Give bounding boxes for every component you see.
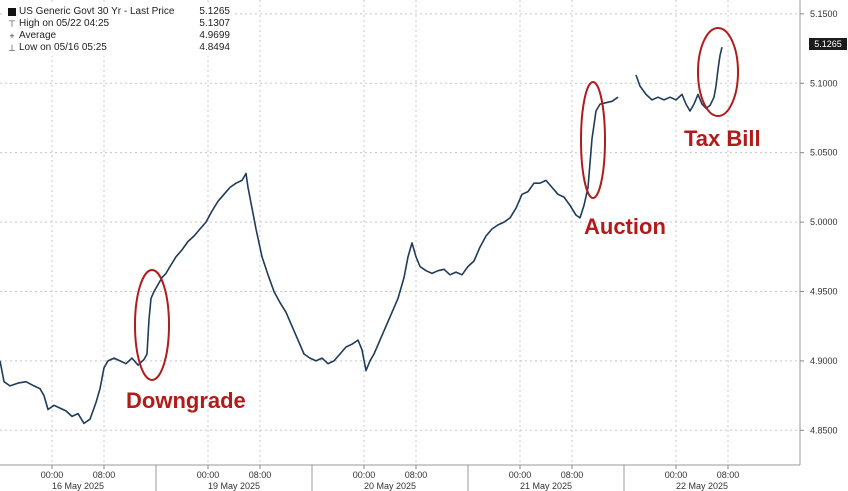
x-tick-label: 08:00 [405, 470, 428, 480]
y-axis: 4.8500 4.9000 4.9500 5.0000 5.0500 5.1000 5.15… [800, 9, 838, 435]
annotation-auction: Auction [584, 214, 666, 239]
y-tick-label: 4.9000 [810, 356, 838, 366]
yield-series [0, 47, 723, 425]
legend: US Generic Govt 30 Yr - Last Price 5.126… [4, 4, 234, 56]
legend-low-label: Low on 05/16 05:25 [19, 42, 107, 53]
x-tick-label: 00:00 [353, 470, 376, 480]
downgrade-oval [134, 269, 170, 381]
day-label: 20 May 2025 [364, 481, 416, 491]
day-label: 19 May 2025 [208, 481, 260, 491]
y-tick-label: 4.8500 [810, 425, 838, 435]
legend-average-value: 4.9699 [199, 30, 230, 41]
day-label: 22 May 2025 [676, 481, 728, 491]
legend-high-value: 5.1307 [199, 18, 230, 29]
gridlines [0, 0, 800, 465]
x-tick-label: 08:00 [93, 470, 116, 480]
plot-background [0, 0, 800, 465]
annotation-ovals [134, 27, 739, 381]
x-axis: 00:00 08:00 00:00 08:00 00:00 08:00 00:00 08:00… [41, 465, 740, 491]
x-tick-label: 00:00 [509, 470, 532, 480]
x-tick-label: 08:00 [717, 470, 740, 480]
x-tick-label: 00:00 [41, 470, 64, 480]
day-label: 21 May 2025 [520, 481, 572, 491]
legend-title: US Generic Govt 30 Yr - Last Price [19, 6, 175, 17]
y-tick-label: 4.9500 [810, 286, 838, 296]
legend-title-value: 5.1265 [199, 6, 230, 17]
annotation-tax-bill: Tax Bill [684, 126, 761, 151]
last-price-tag: 5.1265 [809, 38, 847, 50]
x-tick-label: 00:00 [665, 470, 688, 480]
legend-title-row: US Generic Govt 30 Yr - Last Price 5.126… [8, 6, 230, 18]
low-marker-icon: ⊥ [8, 43, 16, 53]
legend-low-row: ⊥ Low on 05/16 05:25 4.8494 [8, 42, 230, 54]
y-tick-label: 5.0500 [810, 148, 838, 158]
series-line [635, 47, 723, 112]
y-tick-label: 5.0000 [810, 217, 838, 227]
day-label: 16 May 2025 [52, 481, 104, 491]
x-tick-label: 08:00 [561, 470, 584, 480]
legend-high-row: ⊤ High on 05/22 04:25 5.1307 [8, 18, 230, 30]
tax-bill-oval [697, 27, 739, 117]
high-marker-icon: ⊤ [8, 19, 16, 29]
average-marker-icon: + [9, 31, 15, 41]
x-tick-label: 00:00 [197, 470, 220, 480]
legend-average-row: + Average 4.9699 [8, 30, 230, 42]
legend-low-value: 4.8494 [199, 42, 230, 53]
auction-oval [580, 81, 606, 199]
series-line [0, 96, 619, 425]
annotation-downgrade: Downgrade [126, 388, 246, 413]
x-tick-label: 08:00 [249, 470, 272, 480]
y-tick-label: 5.1500 [810, 9, 838, 19]
legend-high-label: High on 05/22 04:25 [19, 18, 110, 29]
y-tick-label: 5.1000 [810, 78, 838, 88]
series-swatch-icon [8, 8, 16, 16]
legend-average-label: Average [19, 30, 57, 41]
